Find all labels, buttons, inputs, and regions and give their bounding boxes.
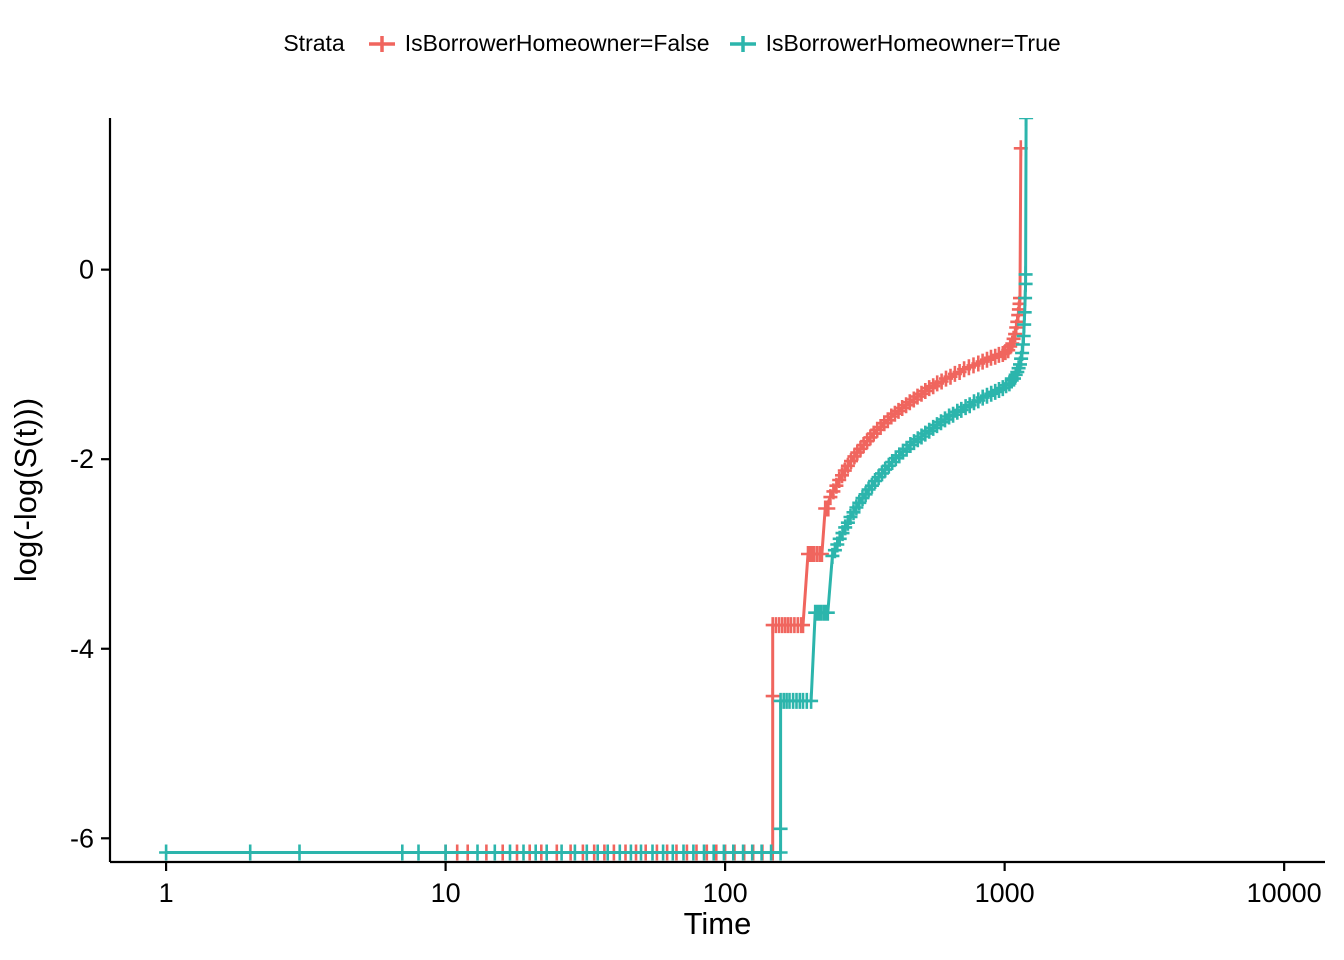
svg-text:-6: -6	[70, 823, 94, 853]
svg-text:100: 100	[703, 878, 748, 908]
legend-item-false: IsBorrowerHomeowner=False	[367, 30, 710, 57]
svg-text:Time: Time	[684, 906, 752, 941]
legend: Strata IsBorrowerHomeowner=False IsBorro…	[0, 30, 1344, 57]
legend-title: Strata	[283, 30, 345, 56]
svg-text:-2: -2	[70, 444, 94, 474]
svg-text:log(-log(S(t))): log(-log(S(t)))	[8, 398, 43, 582]
svg-text:1000: 1000	[975, 878, 1035, 908]
svg-text:1: 1	[159, 878, 174, 908]
svg-text:10000: 10000	[1247, 878, 1322, 908]
svg-text:10: 10	[431, 878, 461, 908]
plus-line-marker-icon	[367, 33, 397, 55]
legend-label-true: IsBorrowerHomeowner=True	[765, 30, 1061, 56]
legend-item-true: IsBorrowerHomeowner=True	[728, 30, 1061, 57]
plus-line-marker-icon	[728, 33, 758, 55]
svg-text:0: 0	[79, 255, 94, 285]
svg-text:-4: -4	[70, 634, 94, 664]
legend-label-false: IsBorrowerHomeowner=False	[404, 30, 710, 56]
